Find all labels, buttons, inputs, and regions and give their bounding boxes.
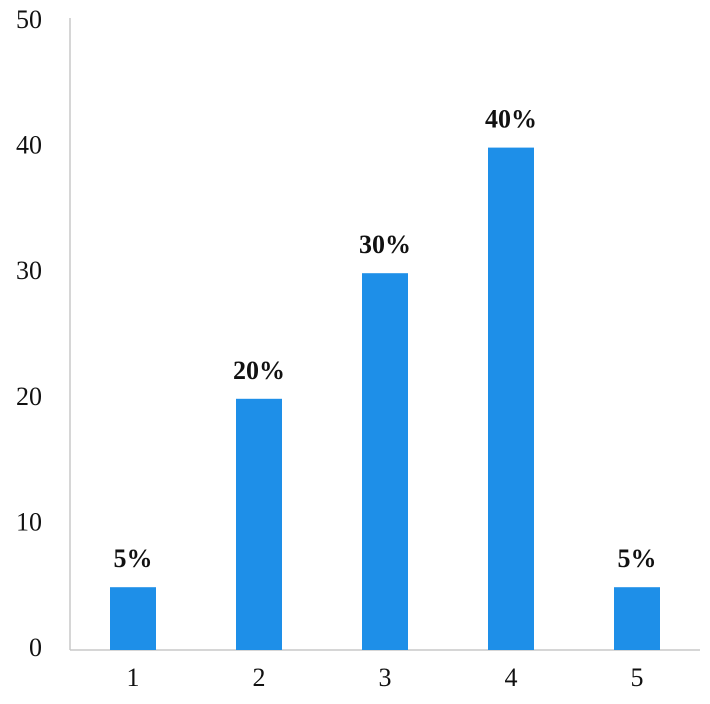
x-tick-label: 2 — [253, 663, 266, 692]
x-tick-label: 1 — [127, 663, 140, 692]
bar — [362, 273, 408, 650]
data-label: 5% — [114, 544, 153, 573]
y-tick-label: 10 — [16, 507, 42, 536]
y-tick-label: 50 — [16, 5, 42, 34]
bar — [488, 147, 534, 650]
data-label: 20% — [233, 356, 285, 385]
bar — [110, 587, 156, 650]
y-tick-label: 20 — [16, 382, 42, 411]
y-tick-label: 40 — [16, 131, 42, 160]
y-tick-label: 0 — [29, 633, 42, 662]
x-tick-label: 5 — [631, 663, 644, 692]
data-label: 30% — [359, 230, 411, 259]
data-label: 40% — [485, 105, 537, 134]
x-tick-label: 4 — [505, 663, 518, 692]
bar — [614, 587, 660, 650]
bar — [236, 398, 282, 650]
x-tick-label: 3 — [379, 663, 392, 692]
data-label: 5% — [618, 544, 657, 573]
y-tick-label: 30 — [16, 256, 42, 285]
